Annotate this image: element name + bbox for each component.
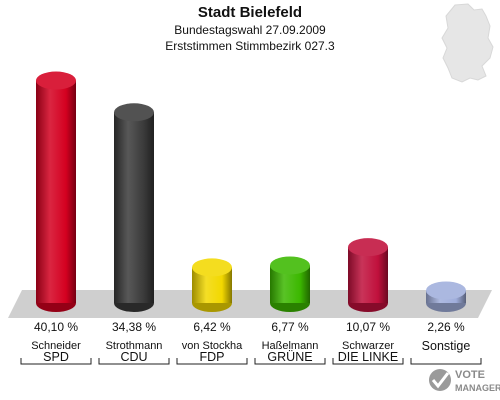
bar-top [192,258,232,277]
party-label: CDU [120,350,147,364]
value-label: 6,42 % [193,320,231,334]
germany-map-icon [441,3,494,83]
value-label: 6,77 % [271,320,309,334]
bar-spd [36,71,76,312]
candidate-label: Schwarzer [342,340,394,352]
party-label: FDP [200,350,225,364]
category-bracket [176,358,248,365]
bar-fdp [192,258,232,312]
bar-top [348,238,388,257]
candidate-label: Haßelmann [262,340,319,352]
chart-title: Stadt Bielefeld [197,4,303,21]
category-bracket [332,358,404,365]
bar-body [348,247,388,303]
value-label: 40,10 % [34,320,78,334]
svg-text:MANAGER: MANAGER [455,383,500,393]
bar-grüne [270,256,310,312]
vote-manager-logo: VOTE MANAGER [429,369,500,393]
candidate-label: Schneider [31,340,81,352]
bar-die-linke [348,238,388,312]
chart-floor [8,290,492,318]
category-bracket [98,358,170,365]
party-label: GRÜNE [267,350,312,364]
bar-body [114,112,154,303]
bar-sonstige [426,281,466,312]
party-label: SPD [43,350,69,364]
category-bracket [20,358,92,365]
bar-cdu [114,103,154,312]
chart-header: Stadt Bielefeld Bundestagswahl 27.09.200… [0,0,500,54]
bar-top [426,281,466,300]
value-label: 2,26 % [427,320,465,334]
bar-body [36,80,76,304]
chart-subtitle: Bundestagswahl 27.09.2009 [174,23,326,37]
category-bracket [254,358,326,365]
value-label: 34,38 % [112,320,156,334]
svg-text:VOTE: VOTE [455,369,485,381]
bar-top [36,71,76,90]
candidate-label: von Stockha [182,340,243,352]
value-label: 10,07 % [346,320,390,334]
party-label: DIE LINKE [338,350,398,364]
party-label: Sonstige [422,339,471,353]
bar-top [114,103,154,122]
chart-subtitle-2: Erststimmen Stimmbezirk 027.3 [165,39,335,53]
category-bracket [410,358,482,365]
candidate-label: Strothmann [106,340,163,352]
bar-top [270,256,310,275]
